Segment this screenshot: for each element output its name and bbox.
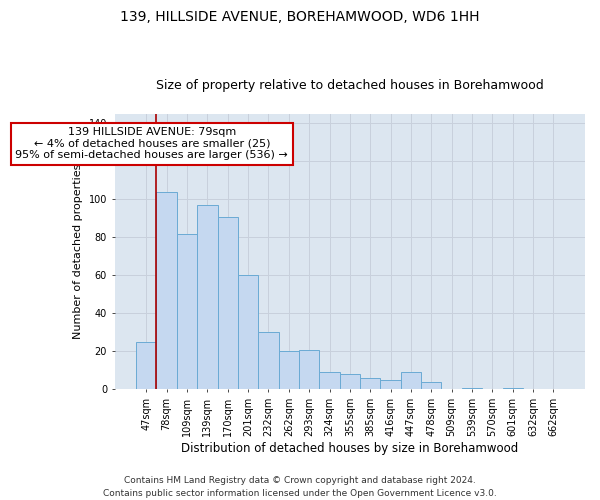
Text: 139, HILLSIDE AVENUE, BOREHAMWOOD, WD6 1HH: 139, HILLSIDE AVENUE, BOREHAMWOOD, WD6 1… <box>120 10 480 24</box>
Y-axis label: Number of detached properties: Number of detached properties <box>73 164 83 340</box>
Bar <box>360 378 380 390</box>
Bar <box>136 342 157 390</box>
Bar <box>197 205 218 390</box>
Bar <box>503 388 523 390</box>
Bar <box>340 374 360 390</box>
Bar <box>177 234 197 390</box>
Bar <box>218 216 238 390</box>
X-axis label: Distribution of detached houses by size in Borehamwood: Distribution of detached houses by size … <box>181 442 518 455</box>
Bar <box>278 352 299 390</box>
Bar <box>299 350 319 390</box>
Bar <box>157 192 177 390</box>
Bar <box>401 372 421 390</box>
Bar <box>238 276 258 390</box>
Text: Contains HM Land Registry data © Crown copyright and database right 2024.
Contai: Contains HM Land Registry data © Crown c… <box>103 476 497 498</box>
Bar <box>258 332 278 390</box>
Bar <box>462 388 482 390</box>
Bar <box>380 380 401 390</box>
Bar <box>421 382 442 390</box>
Bar <box>319 372 340 390</box>
Title: Size of property relative to detached houses in Borehamwood: Size of property relative to detached ho… <box>156 79 544 92</box>
Text: 139 HILLSIDE AVENUE: 79sqm
← 4% of detached houses are smaller (25)
95% of semi-: 139 HILLSIDE AVENUE: 79sqm ← 4% of detac… <box>16 128 288 160</box>
